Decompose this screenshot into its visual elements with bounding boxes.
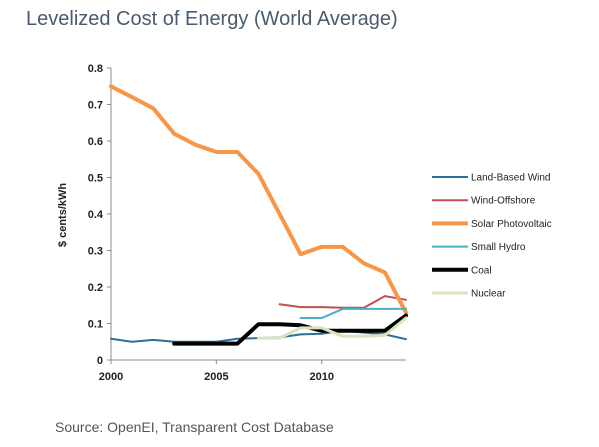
series-line-small-hydro bbox=[299, 307, 407, 319]
x-tick-label: 2000 bbox=[99, 371, 123, 383]
axes bbox=[107, 67, 406, 364]
y-tick-label: 0.2 bbox=[88, 282, 103, 294]
series-line-nuclear bbox=[257, 316, 408, 340]
y-tick-label: 0.1 bbox=[88, 319, 103, 331]
y-tick-label: 0.7 bbox=[88, 100, 103, 112]
y-tick-label: 0.5 bbox=[88, 173, 103, 185]
chart-title: Levelized Cost of Energy (World Average) bbox=[26, 8, 398, 30]
legend-label-land-based-wind: Land-Based Wind bbox=[471, 173, 551, 184]
tick-labels: 0 0.1 0.2 0.3 0.4 0.5 0.6 0.7 0.8 2000 2005 2010 bbox=[88, 63, 334, 383]
x-tick-label: 2010 bbox=[309, 371, 333, 383]
source-note: Source: OpenEI, Transparent Cost Databas… bbox=[55, 419, 334, 435]
y-tick-label: 0.8 bbox=[88, 63, 103, 75]
y-tick-label: 0.4 bbox=[88, 209, 104, 221]
y-axis-label: $ cents/kWh bbox=[57, 183, 69, 247]
series-line-solar-photovoltaic bbox=[109, 84, 408, 315]
y-tick-label: 0.6 bbox=[88, 136, 103, 148]
y-tick-label: 0.3 bbox=[88, 246, 103, 258]
series-line-wind-offshore bbox=[278, 295, 407, 309]
series-lines bbox=[109, 84, 408, 346]
series-line-coal bbox=[172, 313, 408, 346]
legend-label-coal: Coal bbox=[471, 265, 492, 276]
legend: Land-Based Wind Wind-Offshore Solar Photov… bbox=[432, 173, 552, 300]
y-tick-label: 0 bbox=[97, 355, 103, 367]
legend-label-small-hydro: Small Hydro bbox=[471, 242, 526, 253]
legend-label-nuclear: Nuclear bbox=[471, 289, 506, 300]
legend-label-wind-offshore: Wind-Offshore bbox=[471, 196, 536, 207]
legend-label-solar-photovoltaic: Solar Photovoltaic bbox=[471, 219, 552, 230]
x-tick-label: 2005 bbox=[204, 371, 228, 383]
